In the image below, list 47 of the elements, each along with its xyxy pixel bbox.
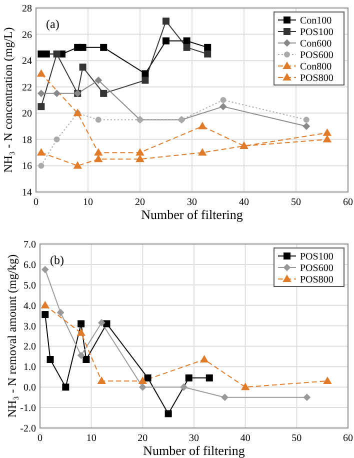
y-tick-label: 20 xyxy=(22,108,32,120)
x-tick-label: 50 xyxy=(292,433,302,444)
y-tick-label: 24 xyxy=(22,56,32,68)
x-tick-label: 50 xyxy=(291,197,301,208)
legend-label: Con600 xyxy=(300,38,332,50)
y-tick-label: 3.0 xyxy=(24,321,36,332)
y-tick-label: 1.0 xyxy=(24,362,36,374)
x-tick-label: 20 xyxy=(135,197,145,208)
x-axis-title: Number of filtering xyxy=(143,443,246,458)
y-tick-label: 18 xyxy=(22,134,32,146)
legend-label: POS100 xyxy=(300,252,334,262)
y-tick-label: 7.0 xyxy=(24,240,36,250)
legend-label: POS800 xyxy=(300,274,334,286)
y-axis-title: NH₃ - N removal amount (mg/kg) xyxy=(5,254,19,418)
x-tick-label: 30 xyxy=(189,433,199,444)
y-tick-label: 26 xyxy=(22,30,32,41)
x-tick-label: 10 xyxy=(86,433,96,444)
y-tick-label: 4.0 xyxy=(24,300,36,312)
x-tick-label: 60 xyxy=(343,197,353,208)
x-tick-label: 40 xyxy=(240,433,250,444)
y-tick-label: -1.0 xyxy=(20,403,36,414)
legend-label: Con100 xyxy=(300,16,332,26)
legend-label: POS800 xyxy=(300,73,334,84)
x-tick-label: 0 xyxy=(34,197,38,208)
x-tick-label: 0 xyxy=(38,433,42,444)
y-tick-label: 0.0 xyxy=(24,382,36,394)
legend-label: POS600 xyxy=(300,263,334,274)
y-tick-label: 16 xyxy=(22,161,32,172)
y-tick-label: 5.0 xyxy=(24,280,36,292)
y-tick-label: 14 xyxy=(22,188,32,198)
legend-label: POS600 xyxy=(300,50,334,61)
y-axis-title: NH₃ - N concentration (mg/L) xyxy=(1,27,15,173)
x-tick-label: 30 xyxy=(187,197,197,208)
y-tick-label: 22 xyxy=(22,82,32,94)
legend-label: Con800 xyxy=(300,62,332,72)
y-tick-label: 6.0 xyxy=(24,260,36,271)
x-tick-label: 60 xyxy=(343,433,353,444)
y-tick-label: -2.0 xyxy=(20,424,36,434)
x-tick-label: 40 xyxy=(239,197,249,208)
x-tick-label: 20 xyxy=(138,433,148,444)
legend-label: POS100 xyxy=(300,27,334,38)
annotation: (a) xyxy=(46,17,60,31)
x-tick-label: 10 xyxy=(83,197,93,208)
annotation: (b) xyxy=(50,253,64,267)
x-axis-title: Number of filtering xyxy=(141,207,244,222)
y-tick-label: 2.0 xyxy=(24,342,36,353)
y-tick-label: 28 xyxy=(22,4,32,14)
